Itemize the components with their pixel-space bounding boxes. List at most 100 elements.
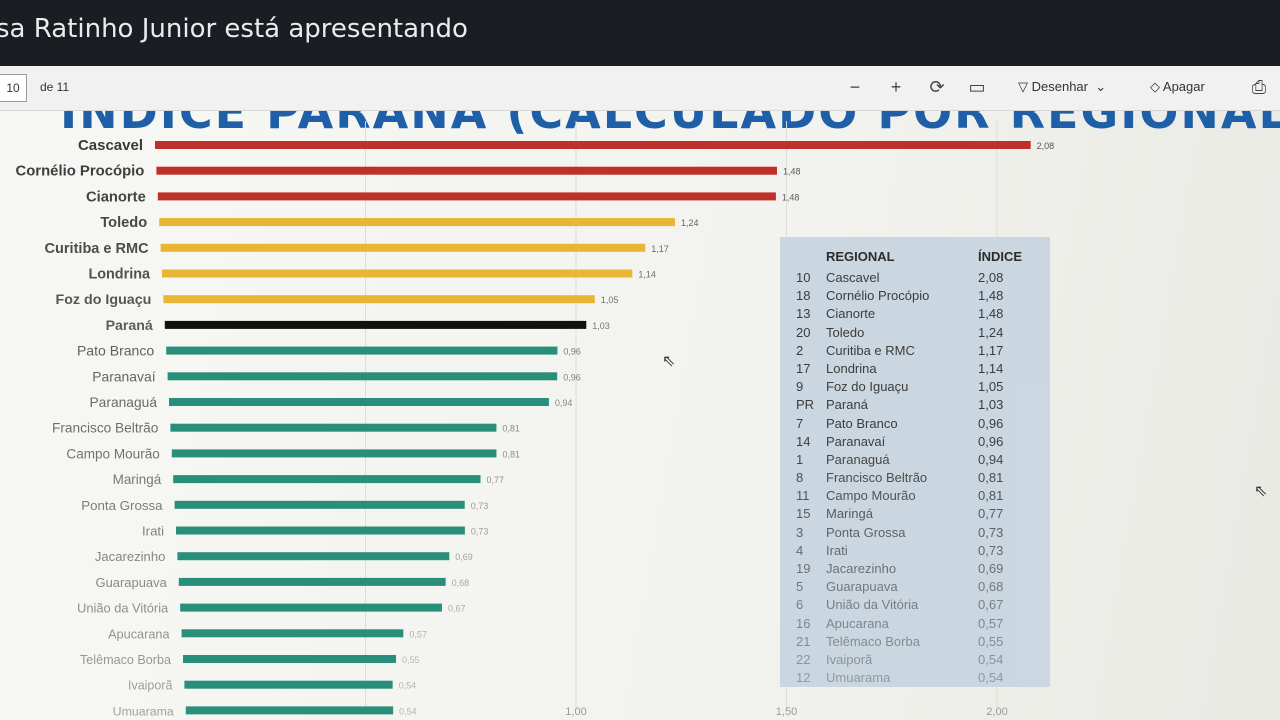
category-label: Paranaguá [89, 395, 157, 410]
value-label: 0,96 [563, 347, 581, 357]
table-row: 11 Campo Mourão 0,81 [796, 487, 1040, 505]
bar [160, 243, 646, 252]
table-cell-code: 14 [796, 433, 811, 449]
bar [162, 269, 633, 278]
table-cell-regional: Toledo [826, 324, 865, 340]
category-label: Toledo [100, 215, 147, 231]
table-cell-regional: Umuarama [826, 670, 891, 686]
category-label: Guarapuava [96, 575, 168, 590]
value-label: 1,48 [783, 167, 801, 177]
table-cell-code: 16 [796, 615, 811, 631]
table-row: 15 Maringá 0,77 [796, 505, 1040, 523]
table-cell-code: 19 [796, 561, 811, 576]
category-label: Ponta Grossa [81, 498, 163, 513]
print-icon[interactable]: ⎙ [1251, 77, 1267, 97]
table-row: 18 Cornélio Procópio 1,48 [796, 287, 1040, 305]
header-index: ÍNDICE [978, 249, 1023, 264]
rotate-icon[interactable]: ⟳ [929, 77, 945, 97]
table-cell-index: 0,77 [978, 506, 1004, 522]
x-tick-label: 2,00 [986, 706, 1007, 718]
table-row: 10 Cascavel 2,08 [796, 269, 1040, 287]
table-row: 20 Toledo 1,24 [796, 324, 1040, 342]
table-cell-index: 0,73 [978, 542, 1004, 558]
table-row: 5 Guarapuava 0,68 [796, 578, 1040, 596]
table-cell-regional: Curitiba e RMC [826, 342, 915, 358]
table-cell-code: 3 [796, 524, 804, 540]
draw-button[interactable]: ▽ Desenhar ⌄ [1018, 74, 1106, 100]
x-tick-label: 1,00 [565, 706, 586, 718]
value-label: 0,81 [502, 449, 520, 459]
table-row: 6 União da Vitória 0,67 [796, 596, 1040, 614]
table-cell-index: 0,81 [978, 470, 1004, 486]
table-row: 1 Paranaguá 0,94 [796, 451, 1040, 469]
erase-button[interactable]: ◇ Apagar [1150, 74, 1205, 100]
table-cell-code: 8 [796, 470, 804, 486]
mouse-cursor-icon: ⇖ [662, 353, 676, 370]
table-cell-regional: Apucarana [826, 615, 889, 631]
erase-label: Apagar [1162, 79, 1205, 94]
zoom-in-icon[interactable]: + [890, 77, 902, 97]
table-cell-code: 5 [796, 579, 804, 595]
table-row: 13 Cianorte 1,48 [796, 305, 1040, 323]
value-label: 0,69 [455, 552, 473, 562]
table-cell-code: 21 [796, 633, 811, 649]
table-cell-index: 0,54 [978, 651, 1004, 667]
table-cell-index: 1,48 [978, 306, 1004, 322]
value-label: 0,54 [399, 706, 417, 716]
table-row: 7 Pato Branco 0,96 [796, 415, 1040, 433]
table-cell-regional: Ponta Grossa [826, 524, 906, 540]
value-label: 0,73 [471, 527, 489, 537]
bar [169, 398, 549, 406]
table-cell-regional: Paranaguá [826, 451, 890, 467]
table-cell-code: 11 [796, 488, 810, 504]
table-cell-code: 12 [796, 670, 811, 686]
table-row: 17 Londrina 1,14 [796, 360, 1040, 378]
table-row: 9 Foz do Iguaçu 1,05 [796, 378, 1040, 396]
bar [185, 706, 394, 715]
value-label: 0,55 [402, 655, 420, 665]
table-cell-regional: Francisco Beltrão [826, 470, 928, 486]
bar [156, 166, 777, 175]
table-cell-code: 20 [796, 324, 811, 340]
regional-index-table: REGIONAL ÍNDICE 10 Cascavel 2,08 18 Cornélio… [780, 237, 1050, 687]
bar [171, 449, 497, 458]
table-header: REGIONAL ÍNDICE [796, 249, 1040, 269]
table-row: 19 Jacarezinho 0,69 [796, 560, 1040, 578]
category-label: Foz do Iguaçu [56, 292, 152, 308]
table-cell-code: 17 [796, 360, 811, 376]
table-cell-code: PR [796, 397, 815, 413]
chevron-down-icon: ⌄ [1091, 79, 1107, 94]
fit-page-icon[interactable]: ▭ [968, 77, 986, 97]
value-label: 1,05 [601, 295, 619, 305]
bar [164, 320, 587, 329]
category-label: Curitiba e RMC [45, 241, 150, 257]
value-label: 0,73 [471, 501, 489, 511]
table-cell-regional: Guarapuava [826, 579, 898, 595]
table-cell-regional: Campo Mourão [826, 488, 916, 504]
value-label: 1,03 [592, 321, 610, 331]
page-number-input[interactable]: 10 [0, 74, 27, 102]
value-label: 0,96 [563, 372, 581, 382]
table-cell-index: 0,54 [978, 670, 1004, 686]
value-label: 0,68 [452, 578, 470, 588]
table-cell-code: 1 [796, 451, 804, 467]
slide-page: ÍNDICE PARANÁ (CALCULADO POR REGIONAL DE… [0, 111, 1280, 720]
table-row: PR Paraná 1,03 [796, 396, 1040, 414]
table-cell-index: 0,96 [978, 433, 1004, 449]
table-cell-index: 1,14 [978, 360, 1004, 376]
table-cell-index: 0,69 [978, 561, 1004, 576]
zoom-out-icon[interactable]: − [849, 77, 861, 97]
table-cell-regional: Pato Branco [826, 415, 898, 431]
value-label: 0,67 [448, 604, 466, 614]
value-label: 1,24 [681, 218, 699, 228]
table-cell-index: 0,73 [978, 524, 1004, 540]
table-cell-regional: Jacarezinho [826, 561, 897, 576]
bar [184, 680, 393, 689]
category-label: Cascavel [78, 137, 143, 154]
category-label: Francisco Beltrão [52, 421, 159, 436]
table-row: 21 Telêmaco Borba 0,55 [796, 633, 1040, 651]
table-cell-index: 0,67 [978, 597, 1004, 613]
category-label: Paraná [106, 318, 153, 334]
category-label: Maringá [113, 472, 162, 487]
bar [157, 192, 776, 201]
